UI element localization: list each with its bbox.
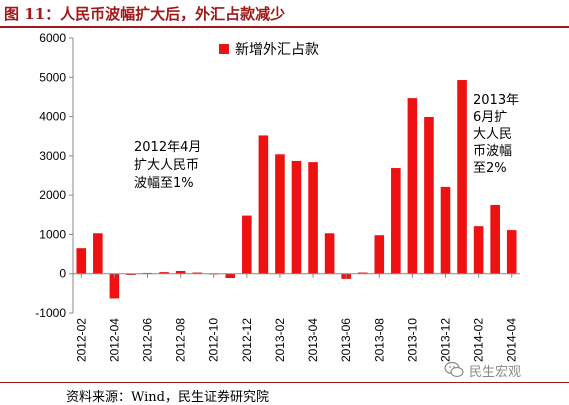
x-tick-label: 2013-04 bbox=[306, 318, 320, 362]
x-tick-label: 2012-12 bbox=[240, 318, 254, 362]
x-tick-label: 2012-10 bbox=[207, 318, 221, 362]
bar-2012-08 bbox=[175, 270, 186, 274]
bar-2012-05 bbox=[126, 273, 136, 275]
annotation-line: 2013年 bbox=[473, 93, 519, 108]
x-axis: 2012-02 2012-04 2012-06 2012-08 2012-10 2012-… bbox=[74, 273, 519, 362]
y-tick-label: 2000 bbox=[39, 188, 66, 202]
annotation-line: 币波幅 bbox=[473, 144, 512, 159]
annotation-line: 6月扩 bbox=[473, 110, 507, 125]
bar-2012-07 bbox=[159, 272, 169, 274]
legend: 新增外汇占款 bbox=[219, 42, 319, 58]
annotation-line: 波幅至1% bbox=[134, 176, 194, 191]
annotation-line: 扩大人民币 bbox=[134, 158, 199, 173]
source-divider bbox=[0, 382, 569, 383]
legend-swatch bbox=[219, 44, 229, 54]
y-tick-label: -1000 bbox=[35, 306, 66, 320]
y-tick-label: 3000 bbox=[39, 149, 66, 163]
x-tick-label: 2013-08 bbox=[372, 318, 386, 362]
bar-2014-02 bbox=[473, 226, 484, 274]
annotation-line: 至2% bbox=[473, 161, 507, 176]
bar-2013-09 bbox=[391, 168, 401, 274]
y-tick-label: 6000 bbox=[39, 31, 66, 45]
annotation-line: 2012年4月 bbox=[134, 140, 201, 155]
bar-2013-02 bbox=[275, 154, 285, 274]
source-note: 资料来源：Wind，民生证券研究院 bbox=[66, 390, 269, 405]
x-tick-label: 2012-08 bbox=[174, 318, 188, 362]
bar-2013-11 bbox=[424, 116, 434, 274]
legend-label: 新增外汇占款 bbox=[235, 42, 319, 58]
bar-2014-01 bbox=[457, 80, 467, 274]
bar-2012-03 bbox=[93, 233, 103, 274]
y-tick-label: 1000 bbox=[39, 227, 66, 241]
annotation-2012-04: 2012年4月扩大人民币波幅至1% bbox=[134, 140, 201, 191]
bar-2012-11 bbox=[225, 273, 236, 279]
bar-2014-03 bbox=[490, 204, 500, 274]
y-tick-label: 0 bbox=[59, 267, 66, 281]
x-tick-label: 2013-12 bbox=[439, 318, 453, 362]
annotation-2013-06: 2013年 6月扩大人民币波幅至2% bbox=[473, 93, 519, 176]
bar-2012-02 bbox=[76, 248, 87, 274]
bar-2013-07 bbox=[357, 272, 368, 274]
watermark-text: 民生宏观 bbox=[469, 364, 522, 380]
x-tick-label: 2014-02 bbox=[472, 318, 486, 362]
bar-2014-04 bbox=[506, 230, 517, 274]
x-tick-label: 2012-04 bbox=[107, 318, 121, 362]
bar-2013-03 bbox=[291, 160, 302, 274]
bar-2012-12 bbox=[242, 215, 252, 274]
wechat-icon bbox=[444, 361, 464, 378]
x-tick-label: 2014-04 bbox=[505, 318, 519, 362]
bar-2013-01 bbox=[258, 135, 269, 274]
figure-title: 图 11：人民币波幅扩大后，外汇占款减少 bbox=[4, 5, 286, 23]
y-tick-label: 4000 bbox=[39, 110, 66, 124]
bar-2013-12 bbox=[440, 186, 451, 274]
x-tick-label: 2013-06 bbox=[339, 318, 353, 362]
bar-2012-09 bbox=[192, 272, 202, 274]
bar-2013-10 bbox=[407, 98, 418, 274]
watermark: 民生宏观 bbox=[444, 360, 521, 380]
annotation-line: 大人民 bbox=[473, 127, 512, 142]
x-tick-label: 2012-02 bbox=[74, 318, 88, 362]
y-axis: -1000 0 1000 2000 3000 4000 5000 6000 bbox=[35, 31, 74, 320]
bar-2013-04 bbox=[308, 162, 318, 274]
x-tick-label: 2012-06 bbox=[141, 318, 155, 362]
y-tick-label: 5000 bbox=[39, 70, 66, 84]
bar-2013-05 bbox=[324, 233, 335, 274]
x-tick-label: 2013-02 bbox=[273, 318, 287, 362]
bar-2012-04 bbox=[109, 273, 120, 299]
x-tick-label: 2013-10 bbox=[405, 318, 419, 362]
title-bar: 图 11：人民币波幅扩大后，外汇占款减少 bbox=[0, 0, 569, 28]
bar-2013-08 bbox=[374, 235, 385, 274]
